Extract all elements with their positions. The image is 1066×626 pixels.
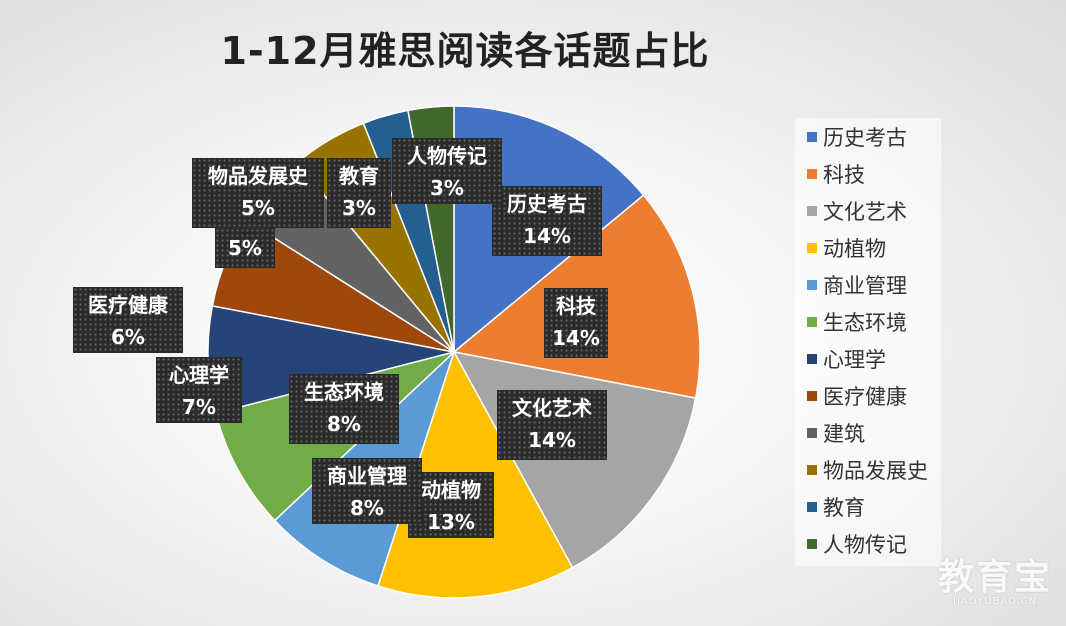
data-label-category: 物品发展史 (208, 164, 308, 188)
data-label-percent: 8% (350, 496, 384, 520)
legend-label: 心理学 (823, 348, 886, 372)
legend-label: 动植物 (823, 237, 886, 261)
data-label-category: 动植物 (421, 478, 481, 502)
legend-label: 建筑 (823, 422, 865, 446)
legend-label: 医疗健康 (823, 385, 907, 409)
data-label-category: 人物传记 (407, 144, 487, 168)
data-label-category: 历史考古 (507, 192, 587, 216)
legend-item: 历史考古 (807, 124, 907, 152)
legend-swatch (807, 169, 817, 179)
legend-item: 医疗健康 (807, 383, 907, 411)
legend-item: 文化艺术 (807, 198, 907, 226)
data-label-percent: 13% (427, 510, 475, 534)
watermark-main-text: 教育宝 (937, 557, 1052, 598)
data-label-percent: 8% (327, 412, 361, 436)
legend-item: 动植物 (807, 235, 886, 263)
data-label-category: 科技 (556, 294, 596, 318)
data-label-percent: 14% (523, 224, 571, 248)
data-label-3: 动植物 13% (408, 472, 494, 538)
legend-swatch (807, 280, 817, 290)
data-label-category: 教育 (339, 164, 379, 188)
legend-item: 心理学 (807, 346, 886, 374)
data-label-percent: 6% (111, 325, 145, 349)
legend-label: 科技 (823, 163, 865, 187)
legend-label: 教育 (823, 496, 865, 520)
legend-item: 科技 (807, 161, 865, 189)
data-label-percent: 3% (342, 196, 376, 220)
data-label-percent: 5% (241, 196, 275, 220)
data-label-category: 生态环境 (304, 380, 384, 404)
legend-swatch (807, 354, 817, 364)
data-label-category: 文化艺术 (512, 396, 592, 420)
legend-swatch (807, 132, 817, 142)
legend-item: 建筑 (807, 420, 865, 448)
data-label-9: 物品发展史 5% (192, 158, 324, 228)
data-label-10: 教育 3% (327, 158, 391, 228)
data-label-7: 医疗健康 6% (73, 287, 183, 353)
data-label-percent: 14% (552, 326, 600, 350)
data-label-category: 商业管理 (327, 464, 407, 488)
watermark-logo: 教育宝 JIAOYUBAO.CN (934, 548, 1056, 607)
legend-swatch (807, 317, 817, 327)
data-label-percent: 3% (430, 176, 464, 200)
legend-label: 文化艺术 (823, 200, 907, 224)
data-label-category: 医疗健康 (88, 293, 168, 317)
legend-label: 商业管理 (823, 274, 907, 298)
data-label-0: 历史考古 14% (492, 186, 602, 256)
legend-label: 物品发展史 (823, 459, 928, 483)
chart-legend: 历史考古科技文化艺术动植物商业管理生态环境心理学医疗健康建筑物品发展史教育人物传… (795, 118, 941, 566)
data-label-5: 生态环境 8% (289, 374, 399, 444)
data-label-2: 文化艺术 14% (497, 390, 607, 460)
legend-label: 人物传记 (823, 533, 907, 557)
legend-swatch (807, 428, 817, 438)
legend-item: 物品发展史 (807, 457, 928, 485)
legend-item: 生态环境 (807, 309, 907, 337)
legend-label: 生态环境 (823, 311, 907, 335)
data-label-percent: 5% (228, 236, 262, 260)
data-label-percent: 14% (528, 428, 576, 452)
legend-item: 商业管理 (807, 272, 907, 300)
data-label-1: 科技 14% (544, 288, 608, 358)
data-label-4: 商业管理 8% (312, 458, 422, 524)
legend-label: 历史考古 (823, 126, 907, 150)
watermark-sub-text: JIAOYUBAO.CN (953, 596, 1037, 607)
legend-swatch (807, 391, 817, 401)
legend-swatch (807, 465, 817, 475)
data-label-8: 5% (215, 228, 275, 268)
data-label-category: 心理学 (169, 363, 229, 387)
legend-swatch (807, 502, 817, 512)
data-label-percent: 7% (182, 395, 216, 419)
data-label-11: 人物传记 3% (392, 138, 502, 204)
legend-swatch (807, 243, 817, 253)
legend-item: 教育 (807, 494, 865, 522)
data-label-6: 心理学 7% (156, 357, 242, 423)
chart-title: 1-12月雅思阅读各话题占比 (220, 29, 710, 73)
legend-swatch (807, 206, 817, 216)
legend-swatch (807, 539, 817, 549)
legend-item: 人物传记 (807, 531, 907, 559)
